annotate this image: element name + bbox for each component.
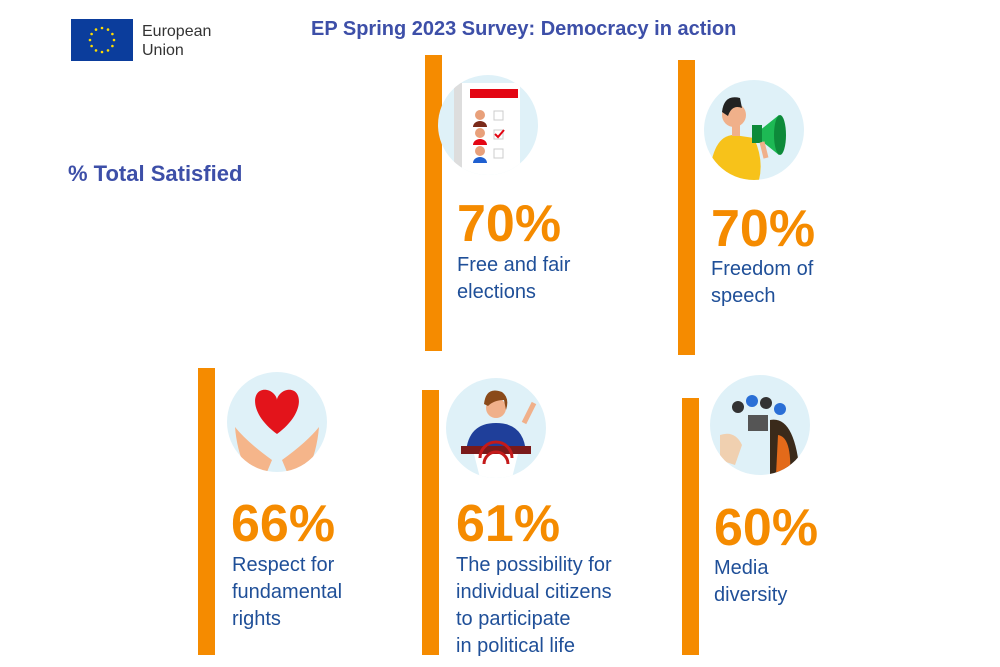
percentage-value: 61% <box>456 495 561 553</box>
logo-line-1: European <box>142 23 212 40</box>
label-line: elections <box>457 281 536 303</box>
ballot-icon <box>438 75 538 175</box>
accent-bar <box>198 368 215 655</box>
label-line: rights <box>232 608 281 630</box>
heart-hands-icon <box>227 372 327 472</box>
accent-bar <box>678 60 695 355</box>
speaker-podium-icon <box>446 378 546 478</box>
item-label: The possibility for individual citizens … <box>456 552 676 660</box>
percentage-value: 66% <box>231 495 336 553</box>
label-line: individual citizens <box>456 581 612 603</box>
label-line: Respect for <box>232 554 335 576</box>
eu-flag-logo <box>71 19 133 61</box>
percentage-value: 60% <box>714 499 819 557</box>
label-line: Media <box>714 557 769 579</box>
label-line: Freedom of <box>711 258 814 280</box>
item-label: Media diversity <box>714 555 934 609</box>
accent-bar <box>682 398 699 655</box>
item-label: Free and fair elections <box>457 252 677 306</box>
label-line: in political life <box>456 635 575 657</box>
label-line: to participate <box>456 608 571 630</box>
accent-bar <box>422 390 439 655</box>
logo-line-2: Union <box>142 42 184 59</box>
subtitle: % Total Satisfied <box>68 161 243 186</box>
label-line: The possibility for <box>456 554 612 576</box>
eu-logo-text: European Union <box>142 22 211 60</box>
page-title: EP Spring 2023 Survey: Democracy in acti… <box>311 18 737 40</box>
label-line: diversity <box>714 584 788 606</box>
megaphone-icon <box>704 80 804 180</box>
item-label: Respect for fundamental rights <box>232 552 452 633</box>
label-line: speech <box>711 285 776 307</box>
label-line: fundamental <box>232 581 343 603</box>
microphones-icon <box>710 375 810 475</box>
item-label: Freedom of speech <box>711 256 931 310</box>
accent-bar <box>425 55 442 351</box>
percentage-value: 70% <box>711 200 816 258</box>
label-line: Free and fair <box>457 254 571 276</box>
percentage-value: 70% <box>457 195 562 253</box>
